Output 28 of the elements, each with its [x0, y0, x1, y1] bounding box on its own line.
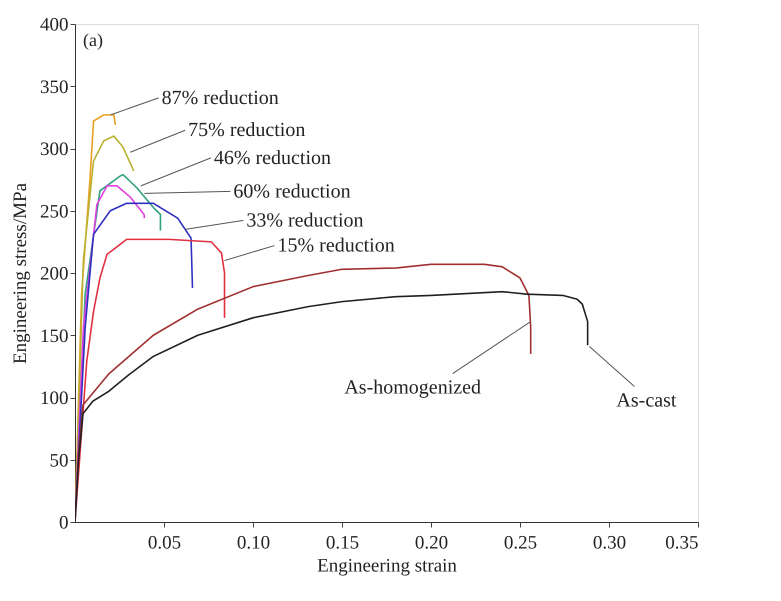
annotation: 46% reduction — [214, 146, 332, 169]
y-tick-label: 300 — [40, 139, 68, 160]
x-tick-label: 0.15 — [326, 532, 360, 554]
x-tick-label: 0.05 — [148, 532, 182, 554]
annotation: (a) — [83, 30, 103, 50]
y-tick-label: 250 — [40, 201, 68, 222]
x-tick-label: 0.35 — [665, 532, 698, 554]
y-tick-label: 200 — [40, 264, 68, 284]
x-tick-label: 0.20 — [414, 532, 448, 554]
y-tick-label: 150 — [40, 326, 68, 347]
line-series — [75, 290, 588, 522]
x-tick-label: 0.25 — [504, 532, 538, 554]
annotation: 75% reduction — [188, 119, 306, 142]
y-tick-label: 350 — [40, 76, 68, 98]
y-tick-label: 50 — [50, 450, 68, 472]
y-tick-label: 0 — [59, 512, 68, 534]
x-tick-label: 0.10 — [236, 532, 270, 554]
annotation: As-cast — [616, 389, 677, 412]
annotation: 33% reduction — [246, 209, 364, 232]
y-tick-label: 400 — [40, 14, 68, 36]
y-axis-title: Engineering stress/MPa — [10, 182, 31, 364]
y-tick-label: 100 — [40, 388, 68, 409]
annotation: 60% reduction — [233, 180, 351, 202]
x-axis-title: Engineering strain — [317, 556, 458, 576]
x-tick-label: 0.30 — [592, 532, 626, 554]
annotation: As-homogenized — [344, 376, 481, 399]
annotation: 15% reduction — [278, 234, 395, 257]
annotation: 87% reduction — [162, 86, 279, 109]
